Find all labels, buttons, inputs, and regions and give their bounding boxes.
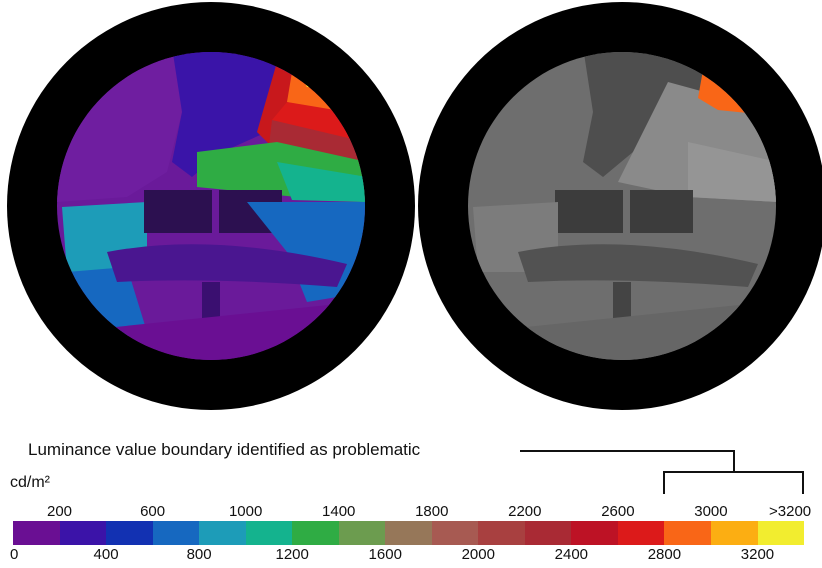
legend-swatch <box>245 521 293 545</box>
legend-swatch <box>292 521 339 545</box>
legend-swatch <box>385 521 432 545</box>
legend-tick-top: 1400 <box>322 503 356 520</box>
legend-tick-bottom: 2400 <box>554 546 589 563</box>
legend-tick-bottom: 0 <box>10 546 19 563</box>
legend-swatch <box>478 521 525 545</box>
legend-tick-top: 600 <box>140 503 166 520</box>
legend-swatch <box>106 521 153 545</box>
legend-tick-top: 2600 <box>601 503 635 520</box>
legend-tick-top: 200 <box>47 503 73 520</box>
legend-swatch <box>664 521 711 545</box>
legend-tick-bottom: 3200 <box>740 546 775 563</box>
legend-tick-bottom: 800 <box>186 546 212 563</box>
legend-tick-bottom: 2800 <box>647 546 682 563</box>
legend-swatch <box>617 521 665 545</box>
legend-tick-bottom: 1600 <box>368 546 402 563</box>
bracket-top <box>663 471 804 473</box>
legend-tick-bottom: 2000 <box>461 546 495 563</box>
legend-swatch <box>524 521 572 545</box>
annotation-connector-drop <box>733 450 735 472</box>
legend-swatch <box>431 521 479 545</box>
legend-swatch <box>571 521 618 545</box>
legend-tick-top: >3200 <box>769 503 812 520</box>
legend-swatch <box>59 521 107 545</box>
legend-swatch <box>13 521 60 545</box>
legend-tick-top: 3000 <box>694 503 728 520</box>
legend-tick-top: 1800 <box>415 503 449 520</box>
legend-swatch <box>152 521 200 545</box>
luminance-color-scale <box>13 521 805 545</box>
legend-tick-top: 2200 <box>508 503 542 520</box>
problem-boundary-annotation: Luminance value boundary identified as p… <box>28 440 421 459</box>
bracket-left-leg <box>663 471 665 494</box>
grayscale-fisheye-image <box>418 2 822 410</box>
legend-swatch <box>199 521 246 545</box>
legend-swatch <box>757 521 805 545</box>
unit-label: cd/m² <box>10 474 50 491</box>
annotation-connector-line <box>520 450 734 452</box>
legend-tick-bottom: 1200 <box>275 546 309 563</box>
bracket-right-leg <box>802 471 804 494</box>
false-color-fisheye-image <box>7 2 415 410</box>
legend-swatch <box>710 521 758 545</box>
legend-tick-bottom: 400 <box>93 546 119 563</box>
legend-tick-top: 1000 <box>228 503 263 520</box>
legend-swatch <box>338 521 386 545</box>
